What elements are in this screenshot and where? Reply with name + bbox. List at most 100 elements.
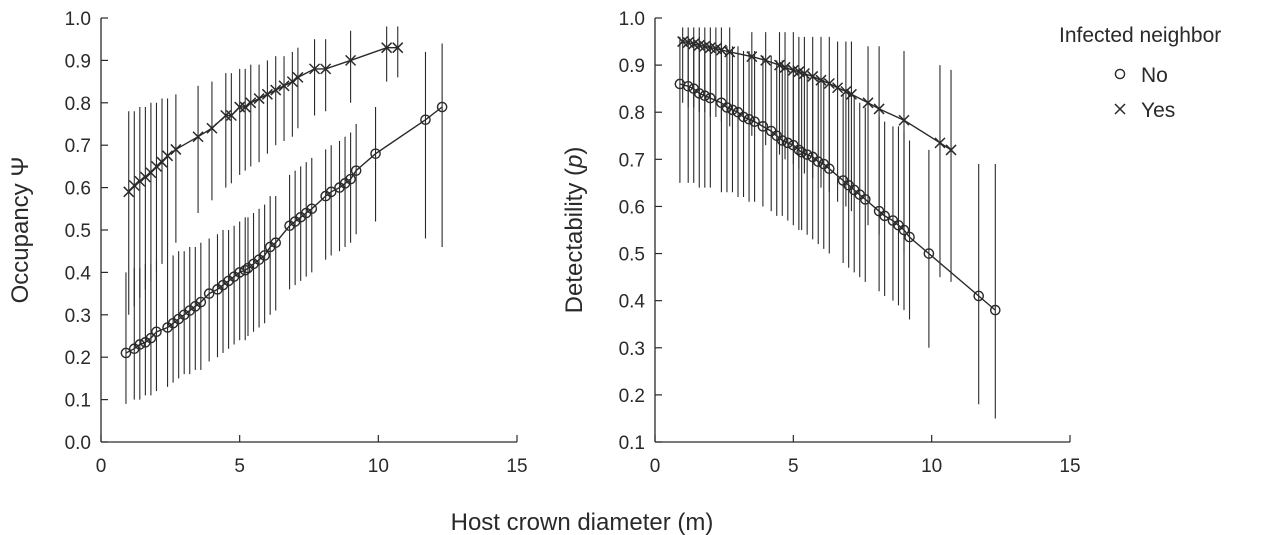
legend-title: Infected neighbor — [1059, 24, 1221, 47]
data-point — [832, 82, 844, 94]
occupancy-y-tick-label: 0.8 — [65, 94, 91, 115]
data-point — [727, 104, 738, 116]
data-point — [239, 264, 251, 276]
data-point — [134, 175, 146, 187]
occupancy-panel: 0.0 0.1 0.2 0.3 0.4 0.5 0.6 0.7 0.8 0.9 1.0 0 5 10 15 O… — [7, 9, 528, 477]
data-point — [145, 332, 157, 344]
data-point — [270, 237, 282, 249]
occupancy-y-tick-label: 0.1 — [65, 391, 91, 412]
data-point — [823, 77, 835, 90]
data-point — [350, 165, 362, 176]
data-point — [760, 54, 772, 66]
legend: Infected neighbor No Yes — [1059, 24, 1221, 122]
legend-yes-label: Yes — [1141, 99, 1175, 122]
data-point — [134, 339, 146, 350]
occupancy-y-axis-title: Occupancy Ψ — [7, 157, 34, 304]
data-point — [120, 347, 132, 359]
detectability-y-tick-label: 1.0 — [619, 9, 645, 30]
data-point — [945, 144, 957, 156]
data-point — [990, 304, 1001, 316]
occupancy-y-tick-label: 0.3 — [65, 306, 91, 327]
detectability-y-axis-title: Detectability (p) — [561, 147, 588, 314]
occupancy-series-no — [120, 43, 448, 404]
occupancy-y-tick-label: 0.6 — [65, 179, 91, 200]
data-point — [879, 210, 890, 222]
detectability-x-tick-label: 15 — [1059, 456, 1080, 477]
detectability-y-tick-label: 0.5 — [619, 245, 645, 266]
detectability-y-tick-label: 0.3 — [619, 339, 645, 360]
data-point — [170, 143, 182, 155]
detectability-y-tick-label: 0.7 — [619, 150, 645, 171]
data-point — [779, 61, 791, 73]
data-point — [151, 326, 162, 338]
data-point — [162, 150, 174, 162]
data-point — [798, 68, 810, 80]
data-point — [873, 103, 885, 115]
data-point — [776, 135, 788, 146]
data-point — [840, 85, 852, 98]
data-point — [973, 290, 985, 302]
data-point — [278, 80, 290, 92]
legend-entries: No Yes — [1114, 64, 1175, 122]
legend-no-marker — [1114, 68, 1126, 80]
data-point — [220, 109, 232, 122]
data-point — [934, 137, 946, 149]
data-point — [773, 59, 786, 71]
detectability-y-tick-label: 0.9 — [619, 56, 645, 77]
data-point — [845, 88, 857, 100]
occupancy-y-tick-label: 0.2 — [65, 348, 91, 369]
data-point — [234, 267, 245, 278]
data-point — [807, 70, 819, 82]
detectability-y-tick-label: 0.8 — [619, 103, 645, 124]
data-point — [259, 250, 270, 261]
data-point — [392, 42, 404, 54]
detectability-y-tick-label: 0.4 — [619, 292, 646, 313]
data-point — [381, 42, 393, 54]
detectability-x-tick-label: 0 — [650, 456, 661, 477]
data-point — [738, 111, 749, 123]
occupancy-y-tick-label: 0.9 — [65, 51, 91, 72]
data-point — [320, 63, 332, 75]
data-point — [815, 74, 827, 86]
detectability-y-tick-label: 0.6 — [619, 197, 645, 218]
detectability-y-tick-label: 0.1 — [619, 433, 645, 454]
occupancy-x-tick-label: 10 — [368, 456, 389, 477]
legend-no-label: No — [1141, 64, 1168, 87]
detectability-series-yes — [677, 27, 957, 282]
data-point — [724, 46, 736, 58]
data-point — [261, 88, 273, 100]
occupancy-y-tick-label: 0.5 — [65, 221, 91, 242]
data-point — [715, 44, 727, 56]
data-point — [420, 114, 431, 126]
data-point — [253, 93, 265, 105]
data-point — [923, 248, 935, 259]
data-point — [225, 109, 237, 122]
series-line — [682, 40, 952, 151]
data-point — [862, 97, 874, 109]
data-point — [192, 131, 204, 143]
occupancy-y-tick-label: 0.4 — [65, 263, 92, 284]
occupancy-series-yes — [123, 26, 404, 315]
data-point — [370, 148, 381, 159]
detectability-y-tick-label: 0.2 — [619, 386, 645, 407]
data-point — [286, 76, 298, 88]
x-axis-title: Host crown diameter (m) — [451, 509, 714, 535]
data-point — [436, 101, 448, 113]
data-point — [195, 296, 207, 308]
data-point — [743, 113, 755, 125]
occupancy-y-tick-label: 0.0 — [65, 433, 91, 454]
data-point — [150, 160, 162, 172]
data-point — [239, 101, 251, 113]
data-point — [796, 146, 807, 158]
data-point — [203, 288, 215, 299]
data-point — [128, 179, 140, 192]
detectability-x-tick-label: 10 — [921, 456, 942, 477]
data-point — [345, 54, 357, 66]
legend-yes-marker — [1114, 103, 1126, 115]
occupancy-x-tick-label: 15 — [506, 456, 527, 477]
data-point — [782, 137, 794, 149]
occupancy-y-tick-label: 1.0 — [65, 9, 91, 30]
data-point — [757, 121, 769, 132]
data-point — [306, 203, 318, 215]
